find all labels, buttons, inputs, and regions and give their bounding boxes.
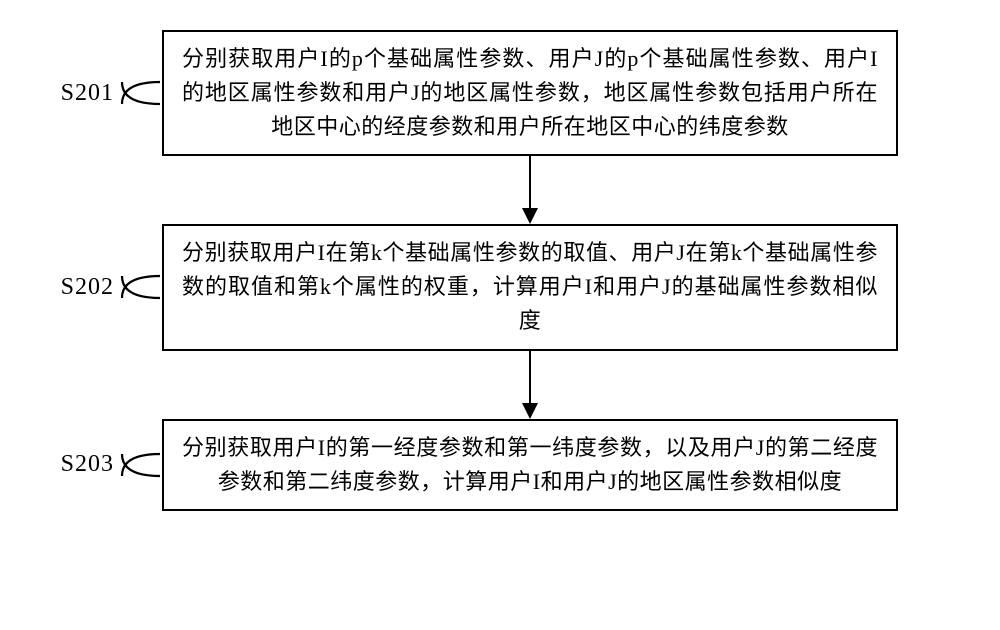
arrow-head-icon: [522, 403, 538, 419]
step-row-s203: S203 分别获取用户I的第一经度参数和第一纬度参数，以及用户J的第二经度参数和…: [0, 419, 1000, 511]
connector-arc: [120, 72, 162, 114]
step-row-s202: S202 分别获取用户I在第k个基础属性参数的取值、用户J在第k个基础属性参数的…: [0, 224, 1000, 350]
connector-arc: [120, 444, 162, 486]
step-box-s203: 分别获取用户I的第一经度参数和第一纬度参数，以及用户J的第二经度参数和第二纬度参…: [162, 419, 898, 511]
step-label-s203: S203: [0, 451, 120, 478]
step-label-s201: S201: [0, 80, 120, 107]
step-row-s201: S201 分别获取用户I的p个基础属性参数、用户J的p个基础属性参数、用户I的地…: [0, 30, 1000, 156]
step-label-s202: S202: [0, 274, 120, 301]
flowchart-container: S201 分别获取用户I的p个基础属性参数、用户J的p个基础属性参数、用户I的地…: [0, 30, 1000, 511]
arrow-line: [529, 351, 531, 409]
connector-arc: [120, 266, 162, 308]
arrow-line: [529, 156, 531, 214]
arrow-s202-s203: [162, 351, 898, 419]
arrow-head-icon: [522, 208, 538, 224]
step-box-s202: 分别获取用户I在第k个基础属性参数的取值、用户J在第k个基础属性参数的取值和第k…: [162, 224, 898, 350]
step-box-s201: 分别获取用户I的p个基础属性参数、用户J的p个基础属性参数、用户I的地区属性参数…: [162, 30, 898, 156]
arrow-s201-s202: [162, 156, 898, 224]
